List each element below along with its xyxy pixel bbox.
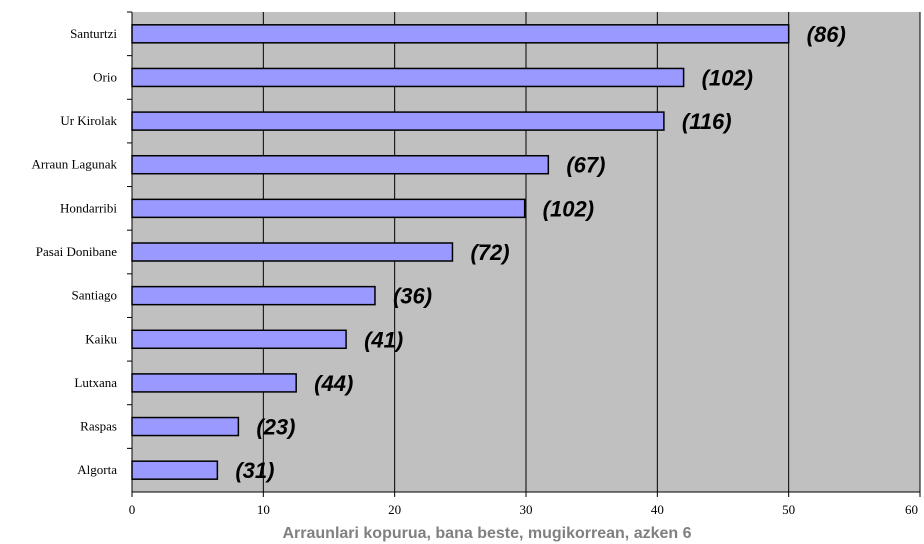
- x-tick-label: 30: [520, 502, 533, 517]
- data-labels: (86) (102) (116) (67) (102) (72) (36) (41) (44) (…: [235, 22, 845, 483]
- x-tick-labels: 0 10 20 30 40 50 60: [129, 492, 921, 517]
- x-tick-label: 0: [129, 502, 136, 517]
- category-label: Santiago: [72, 288, 118, 303]
- data-label: (72): [470, 240, 509, 265]
- category-label: Kaiku: [85, 331, 117, 346]
- category-label: Pasai Donibane: [36, 244, 117, 259]
- bar: [131, 24, 790, 44]
- data-label: (67): [566, 153, 605, 178]
- data-label: (44): [314, 371, 353, 396]
- bar: [131, 154, 550, 175]
- data-label: (41): [364, 327, 403, 352]
- bar: [131, 285, 376, 306]
- x-tick-label: 10: [257, 502, 270, 517]
- category-label: Ur Kirolak: [60, 113, 117, 128]
- category-label: Hondarribi: [60, 200, 117, 215]
- data-label: (86): [807, 22, 846, 47]
- x-tick-label: 50: [782, 502, 795, 517]
- category-labels: Santurtzi Orio Ur Kirolak Arraun Lagunak Hon…: [31, 11, 132, 477]
- data-label: (102): [702, 65, 753, 90]
- data-label: (116): [682, 109, 732, 134]
- category-label: Lutxana: [74, 375, 117, 390]
- data-label: (102): [543, 196, 594, 221]
- bar: [131, 329, 347, 350]
- category-label: Raspas: [80, 419, 117, 434]
- data-label: (31): [235, 458, 274, 483]
- category-label: Orio: [93, 69, 117, 84]
- bar: [131, 198, 526, 219]
- category-label: Santurtzi: [70, 26, 117, 41]
- data-label: (23): [256, 415, 295, 440]
- bar: [131, 111, 665, 131]
- category-label: Arraun Lagunak: [31, 157, 117, 172]
- data-label: (36): [393, 284, 432, 309]
- bar: [131, 373, 297, 393]
- category-label: Algorta: [77, 462, 117, 477]
- x-axis-title: Arraunlari kopurua, bana beste, mugikorr…: [282, 525, 691, 542]
- x-tick-label: 60: [905, 502, 918, 517]
- bar: [131, 67, 685, 88]
- x-tick-label: 40: [651, 502, 664, 517]
- bar: [131, 242, 454, 262]
- x-tick-label: 20: [388, 502, 401, 517]
- bar: [131, 416, 240, 437]
- bar: [131, 460, 219, 480]
